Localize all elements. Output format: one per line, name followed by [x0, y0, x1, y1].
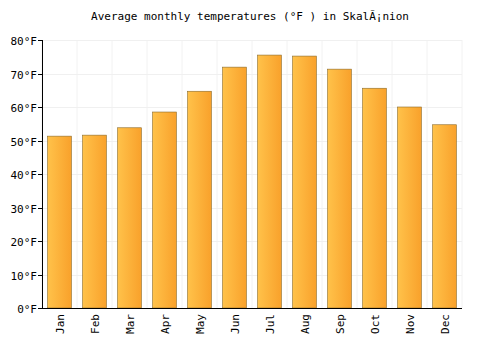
y-tick [38, 275, 42, 276]
y-tick [38, 141, 42, 142]
bar [398, 107, 422, 308]
x-tick-label: Aug [299, 314, 312, 334]
y-tick [38, 74, 42, 75]
x-axis [42, 308, 462, 309]
bar [153, 112, 177, 308]
x-tick-label: Mar [124, 314, 137, 334]
y-axis [42, 40, 43, 308]
x-tick-label: Jun [229, 314, 242, 334]
bar [328, 69, 352, 308]
y-tick-label: 70°F [11, 69, 38, 82]
x-tick-label: Apr [159, 314, 172, 334]
y-tick-label: 60°F [11, 102, 38, 115]
y-tick [38, 241, 42, 242]
grid-line-y [42, 74, 462, 75]
x-tick-label: Oct [369, 314, 382, 334]
bar [188, 91, 212, 308]
bar [83, 135, 107, 308]
grid [42, 40, 462, 309]
title: Average monthly temperatures (°F ) in Sk… [91, 10, 409, 23]
y-tick-label: 40°F [11, 169, 38, 182]
x-tick-label: Nov [404, 314, 417, 334]
bar [48, 136, 72, 308]
bar [363, 88, 387, 308]
bar [293, 56, 317, 308]
x-tick-label: Feb [89, 314, 102, 334]
chart-container: Average monthly temperatures (°F ) in Sk… [0, 0, 500, 350]
y-tick-label: 20°F [11, 236, 38, 249]
bars [48, 55, 457, 308]
grid-line-y [42, 308, 462, 309]
x-tick-label: Sep [334, 314, 347, 334]
x-tick-label: May [194, 314, 207, 334]
y-tick [38, 174, 42, 175]
chart: Average monthly temperatures (°F ) in Sk… [0, 0, 500, 350]
y-tick-label: 10°F [11, 270, 38, 283]
x-tick-label: Jan [54, 314, 67, 334]
y-tick-label: 0°F [17, 303, 37, 316]
y-tick-label: 80°F [11, 35, 38, 48]
bar [433, 125, 457, 308]
grid-line-y [42, 40, 462, 41]
bar [258, 55, 282, 308]
y-tick-label: 30°F [11, 203, 38, 216]
bar [118, 128, 142, 308]
x-tick-label: Jul [264, 314, 277, 334]
bar [223, 67, 247, 308]
y-tick-label: 50°F [11, 136, 38, 149]
y-tick [38, 308, 42, 309]
y-tick [38, 208, 42, 209]
y-tick [38, 40, 42, 41]
y-tick [38, 107, 42, 108]
x-tick-label: Dec [439, 314, 452, 334]
